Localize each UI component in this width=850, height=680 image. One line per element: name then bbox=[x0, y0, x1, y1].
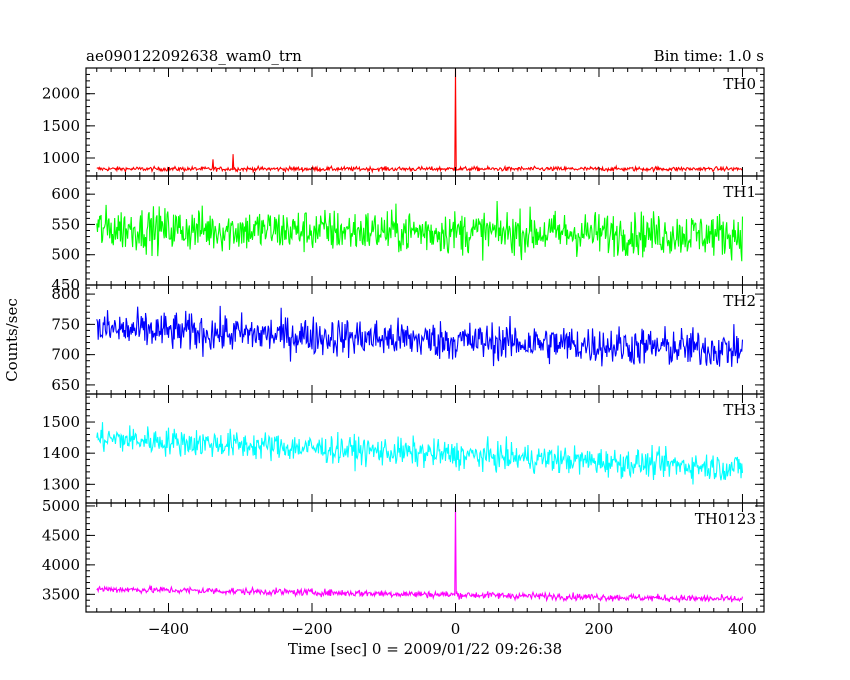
y-tick-label: 1300 bbox=[42, 475, 80, 493]
series-line-th0123 bbox=[96, 503, 744, 603]
y-tick-label: 3500 bbox=[42, 585, 80, 603]
panel-frame bbox=[85, 502, 765, 613]
y-tick-label: 1400 bbox=[42, 444, 80, 462]
panel-th0123: 3500 4000 4500 5000 TH0123 bbox=[42, 497, 765, 613]
series-line-th2 bbox=[96, 305, 744, 367]
y-tick-label: 500 bbox=[51, 246, 80, 264]
x-axis-label: Time [sec] 0 = 2009/01/22 09:26:38 bbox=[288, 640, 562, 658]
panel-th0: 1000 1500 2000 TH0 bbox=[42, 67, 765, 177]
bin-time-label: Bin time: 1.0 s bbox=[654, 47, 764, 65]
panel-th2: 650 700 750 800 TH2 bbox=[51, 284, 765, 395]
series-line-th3 bbox=[96, 422, 744, 485]
panel-label-th0123: TH0123 bbox=[695, 510, 756, 528]
y-tick-label: 4000 bbox=[42, 556, 80, 574]
x-tick-label: −400 bbox=[148, 620, 189, 638]
series-line-th1 bbox=[96, 201, 744, 262]
y-tick-label: 600 bbox=[51, 185, 80, 203]
panel-label-th3: TH3 bbox=[723, 401, 756, 419]
y-tick-label: 5000 bbox=[42, 497, 80, 515]
chart-title: ae090122092638_wam0_trn bbox=[86, 47, 302, 65]
panel-th1: 450 500 550 600 TH1 bbox=[51, 175, 765, 294]
y-tick-label: 1500 bbox=[42, 117, 80, 135]
y-tick-label: 1000 bbox=[42, 149, 80, 167]
y-axis-label: Counts/sec bbox=[3, 298, 21, 382]
y-tick-label: 1500 bbox=[42, 413, 80, 431]
y-tick-label: 750 bbox=[51, 315, 80, 333]
x-tick-label: −200 bbox=[291, 620, 332, 638]
panel-label-th1: TH1 bbox=[723, 183, 756, 201]
x-tick-label: 200 bbox=[585, 620, 614, 638]
panel-th3: 1300 1400 1500 TH3 bbox=[42, 393, 765, 504]
y-tick-label: 450 bbox=[51, 276, 80, 294]
y-tick-label: 800 bbox=[51, 285, 80, 303]
panel-label-th2: TH2 bbox=[723, 292, 756, 310]
y-tick-label: 550 bbox=[51, 215, 80, 233]
y-tick-label: 2000 bbox=[42, 85, 80, 103]
y-tick-label: 700 bbox=[51, 346, 80, 364]
series-line-th0 bbox=[96, 68, 743, 174]
y-tick-label: 4500 bbox=[42, 526, 80, 544]
x-tick-label: 400 bbox=[728, 620, 757, 638]
panel-frame bbox=[85, 67, 765, 177]
y-tick-label: 650 bbox=[51, 376, 80, 394]
x-tick-label: 0 bbox=[451, 620, 461, 638]
panel-label-th0: TH0 bbox=[723, 75, 756, 93]
